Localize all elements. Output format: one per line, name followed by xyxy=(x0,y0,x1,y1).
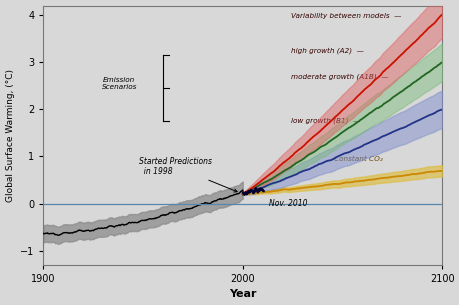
X-axis label: Year: Year xyxy=(229,289,256,300)
Text: moderate growth (A1B)  —: moderate growth (A1B) — xyxy=(290,73,387,80)
Text: Variability between models  —: Variability between models — xyxy=(290,13,400,20)
Text: low growth (B1)  —: low growth (B1) — xyxy=(290,117,359,124)
Text: Nov. 2010: Nov. 2010 xyxy=(268,199,307,208)
Text: high growth (A2)  —: high growth (A2) — xyxy=(290,47,363,54)
Text: Constant CO₂: Constant CO₂ xyxy=(334,156,382,162)
Y-axis label: Global Surface Warming, (°C): Global Surface Warming, (°C) xyxy=(6,69,15,202)
Text: Emission
Scenarios: Emission Scenarios xyxy=(101,77,136,90)
Text: Started Predictions
  in 1998: Started Predictions in 1998 xyxy=(139,157,237,192)
